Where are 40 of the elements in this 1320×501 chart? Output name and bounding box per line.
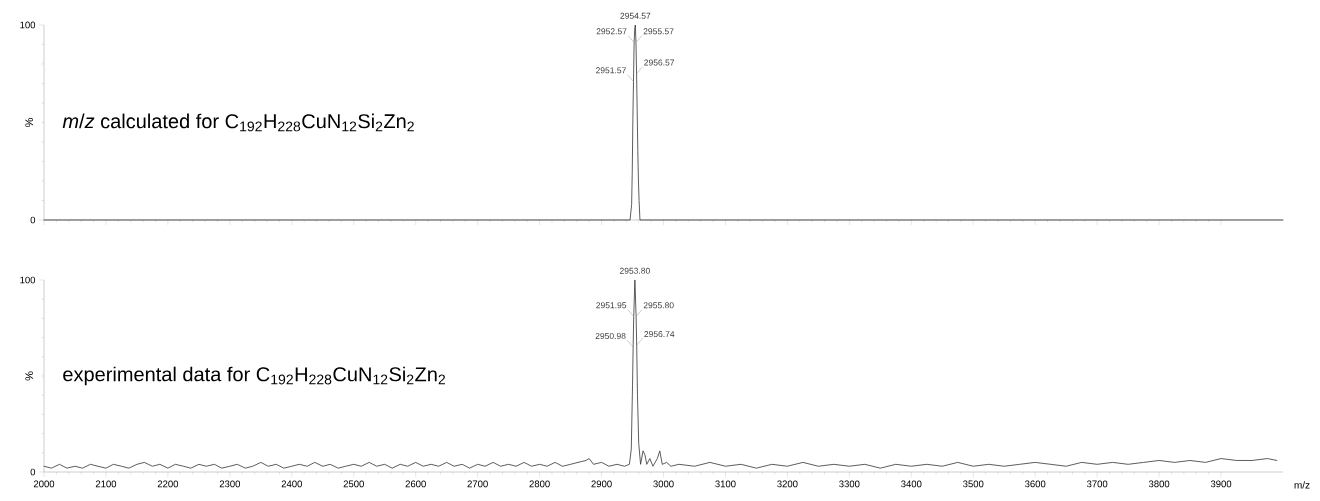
line-series xyxy=(43,279,1278,469)
annotation: 2952.57 xyxy=(596,28,627,35)
x-tick-label: 3600 xyxy=(1024,480,1046,488)
chart-title: experimental data for C$_{192}$H$_{228}$CuN$_{12}$Si$_{2}$Zn$_{2}$ xyxy=(63,366,445,386)
y-tick-label: 100 xyxy=(20,21,36,29)
annotation: 2956.74 xyxy=(644,331,675,338)
x-axis-title: m/z xyxy=(1294,481,1310,489)
annotation: 2951.95 xyxy=(596,302,627,309)
annotation: 2950.98 xyxy=(595,332,626,339)
x-tick-label: 2600 xyxy=(405,480,426,488)
y-axis-title: % xyxy=(25,371,34,381)
annotation: 2956.57 xyxy=(644,59,675,66)
x-tick-label: 3500 xyxy=(963,480,984,488)
annotation: 2951.57 xyxy=(595,67,626,74)
y-tick-label: 100 xyxy=(20,276,36,284)
annotation: 2954.57 xyxy=(620,12,651,19)
y-tick-label: 0 xyxy=(30,216,36,224)
x-tick-label: 3000 xyxy=(653,480,674,488)
x-tick-label: 3700 xyxy=(1086,480,1108,488)
x-tick-label: 2700 xyxy=(467,480,488,488)
x-tick-label: 2900 xyxy=(591,480,612,488)
x-tick-label: 3200 xyxy=(777,480,798,488)
annotation: 2955.57 xyxy=(643,28,674,35)
x-tick-label: 2500 xyxy=(343,480,364,488)
x-tick-label: 3900 xyxy=(1210,480,1232,488)
y-tick-label: 0 xyxy=(30,468,36,476)
chart-title: m/z calculated for C$_{192}$H$_{228}$CuN$_{12}$Si$_{2}$Zn$_{2}$ xyxy=(62,113,414,132)
annotation: 2955.80 xyxy=(643,302,674,309)
x-tick-label: 3800 xyxy=(1148,480,1170,488)
x-tick-label: 3400 xyxy=(901,480,922,488)
x-tick-label: 3100 xyxy=(715,480,736,488)
x-tick-label: 2100 xyxy=(95,480,117,488)
y-axis-title: % xyxy=(25,118,34,127)
x-tick-label: 2800 xyxy=(529,480,550,488)
x-tick-label: 2200 xyxy=(157,480,179,488)
x-tick-label: 2400 xyxy=(281,480,302,488)
annotation: 2953.80 xyxy=(619,267,650,274)
x-tick-label: 2000 xyxy=(33,480,55,488)
x-tick-label: 2300 xyxy=(219,480,241,488)
x-tick-label: 3300 xyxy=(839,480,860,488)
